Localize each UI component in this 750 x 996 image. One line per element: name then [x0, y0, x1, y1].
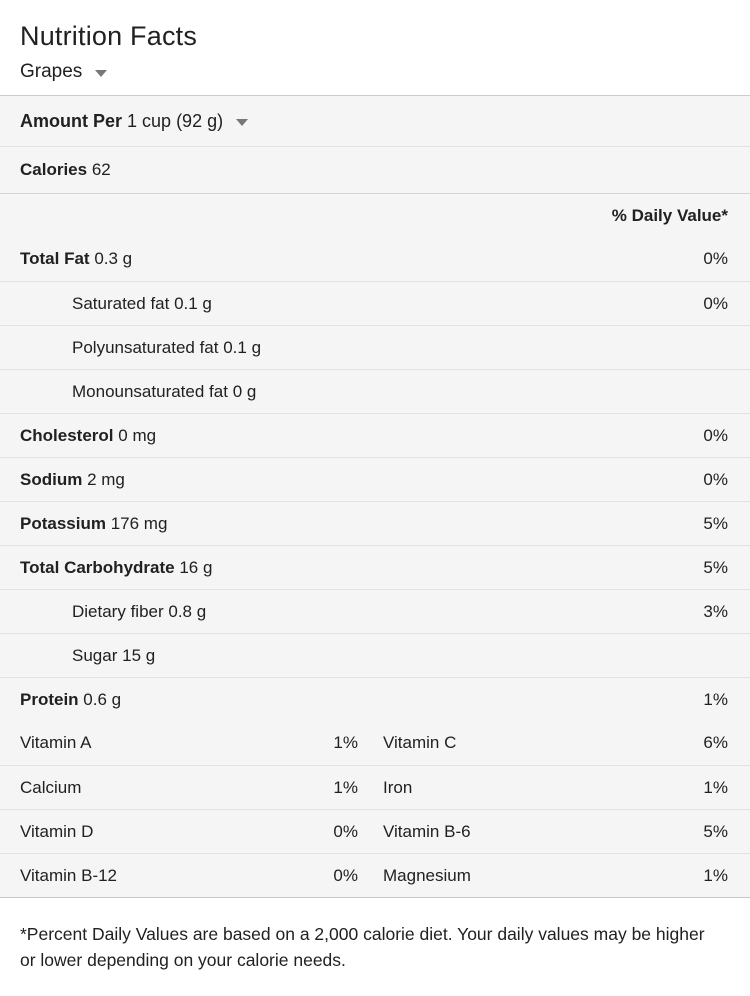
chevron-down-icon: [95, 69, 108, 77]
nutrient-amount: 2 mg: [87, 469, 125, 489]
micronutrient-daily-value: 5%: [703, 821, 728, 841]
nutrient-daily-value: 0%: [703, 469, 728, 489]
micronutrient-daily-value: 1%: [703, 865, 728, 885]
nutrient-row: Dietary fiber 0.8 g 3%: [0, 589, 750, 633]
micronutrient-row: Vitamin B-12 0% Magnesium 1%: [0, 853, 750, 897]
calories-row: Calories 62: [0, 146, 750, 193]
nutrient-row: Monounsaturated fat 0 g: [0, 369, 750, 413]
micronutrient-name: Calcium: [20, 777, 82, 797]
nutrient-row: Cholesterol 0 mg 0%: [0, 413, 750, 457]
nutrient-name: Total Carbohydrate: [20, 557, 175, 577]
nutrient-daily-value: 5%: [703, 557, 728, 577]
micronutrient-row: Vitamin D 0% Vitamin B-6 5%: [0, 809, 750, 853]
nutrient-name: Potassium: [20, 513, 106, 533]
nutrient-name: Monounsaturated fat: [72, 381, 228, 401]
nutrient-amount: 0.3 g: [94, 249, 133, 268]
serving-prefix: Amount Per: [20, 110, 123, 131]
nutrient-row: Sugar 15 g: [0, 633, 750, 677]
nutrient-name: Protein: [20, 689, 79, 709]
nutrient-amount: 15 g: [122, 645, 156, 665]
nutrient-row: Total Fat 0.3 g 0%: [0, 237, 750, 281]
nutrient-daily-value: 0%: [703, 293, 728, 313]
micronutrient-daily-value: 0%: [333, 821, 358, 841]
micronutrient-daily-value: 1%: [333, 777, 358, 797]
nutrient-name: Dietary fiber: [72, 601, 164, 621]
serving-size-row: Amount Per 1 cup (92 g): [0, 96, 750, 146]
micronutrient-name: Vitamin C: [383, 733, 457, 752]
micronutrient-name: Vitamin A: [20, 733, 92, 752]
nutrient-row: Potassium 176 mg 5%: [0, 501, 750, 545]
nutrition-table: Amount Per 1 cup (92 g) Calories 62 % Da…: [0, 95, 750, 898]
nutrient-name: Cholesterol: [20, 425, 114, 445]
nutrient-name: Sugar: [72, 645, 118, 665]
nutrient-rows: Total Fat 0.3 g 0% Saturated fat 0.1 g 0…: [0, 237, 750, 721]
nutrient-amount: 0 g: [232, 381, 257, 401]
daily-value-header-row: % Daily Value*: [0, 193, 750, 237]
serving-size-dropdown[interactable]: Amount Per 1 cup (92 g): [20, 110, 249, 132]
food-selector-label: Grapes: [20, 61, 83, 82]
nutrient-daily-value: 3%: [703, 601, 728, 621]
micronutrient-name: Vitamin B-6: [383, 821, 471, 841]
nutrient-daily-value: 1%: [703, 689, 728, 709]
daily-value-header: % Daily Value*: [611, 205, 728, 225]
nutrient-amount: 16 g: [179, 557, 213, 577]
micronutrient-name: Vitamin B-12: [20, 865, 118, 885]
food-selector-dropdown[interactable]: Grapes: [20, 61, 108, 83]
nutrient-name: Sodium: [20, 469, 83, 489]
nutrient-name: Saturated fat: [72, 293, 170, 313]
micronutrient-rows: Vitamin A 1% Vitamin C 6% Calcium 1% Iro…: [0, 721, 750, 897]
nutrient-row: Total Carbohydrate 16 g 5%: [0, 545, 750, 589]
calories-value: 62: [91, 160, 111, 179]
nutrition-facts-card: Nutrition Facts Grapes Amount Per 1 cup …: [0, 0, 750, 973]
page-title: Nutrition Facts: [20, 21, 198, 51]
daily-value-footnote: *Percent Daily Values are based on a 2,0…: [0, 898, 750, 973]
nutrient-name: Polyunsaturated fat: [72, 337, 219, 357]
nutrient-row: Sodium 2 mg 0%: [0, 457, 750, 501]
micronutrient-name: Iron: [383, 777, 413, 797]
nutrient-amount: 0.8 g: [168, 601, 207, 621]
nutrient-row: Polyunsaturated fat 0.1 g: [0, 325, 750, 369]
nutrient-daily-value: 0%: [703, 249, 728, 268]
card-header: Nutrition Facts Grapes: [0, 0, 750, 95]
nutrient-daily-value: 5%: [703, 513, 728, 533]
calories-label: Calories: [20, 160, 88, 179]
micronutrient-name: Magnesium: [383, 865, 471, 885]
nutrient-row: Saturated fat 0.1 g 0%: [0, 281, 750, 325]
micronutrient-row: Calcium 1% Iron 1%: [0, 765, 750, 809]
nutrient-name: Total Fat: [20, 249, 90, 268]
nutrient-amount: 0.1 g: [223, 337, 262, 357]
nutrient-amount: 0 mg: [118, 425, 157, 445]
nutrient-daily-value: 0%: [703, 425, 728, 445]
micronutrient-row: Vitamin A 1% Vitamin C 6%: [0, 721, 750, 765]
nutrient-amount: 0.6 g: [83, 689, 122, 709]
nutrient-amount: 0.1 g: [174, 293, 212, 313]
micronutrient-daily-value: 0%: [333, 865, 358, 885]
micronutrient-name: Vitamin D: [20, 821, 94, 841]
micronutrient-daily-value: 1%: [703, 777, 728, 797]
nutrient-amount: 176 mg: [110, 513, 168, 533]
micronutrient-daily-value: 6%: [703, 733, 728, 752]
micronutrient-daily-value: 1%: [333, 733, 358, 752]
serving-value: 1 cup (92 g): [127, 110, 224, 131]
chevron-down-icon: [236, 118, 249, 126]
nutrient-row: Protein 0.6 g 1%: [0, 677, 750, 721]
